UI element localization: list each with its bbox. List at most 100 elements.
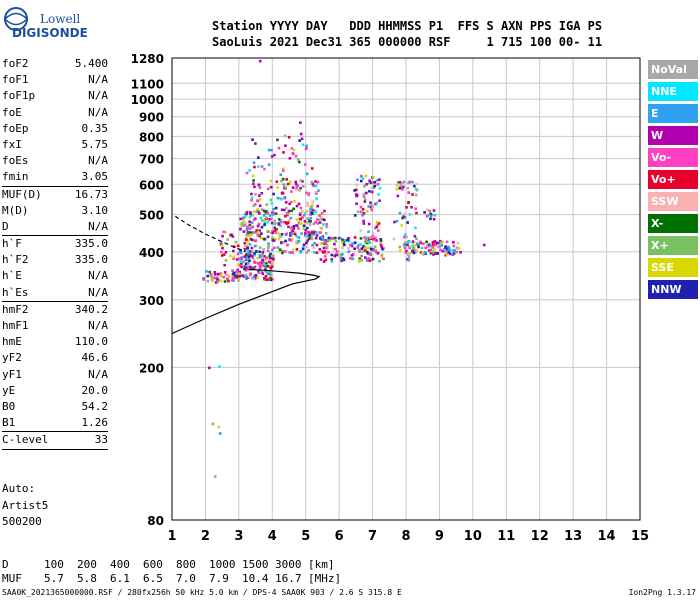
echo-point [412,246,415,250]
echo-point [278,218,281,221]
echo-point [256,262,260,265]
echo-point [223,271,227,274]
echo-point [413,234,417,238]
echo-point [245,171,249,175]
y-tick-label: 300 [139,294,164,308]
echo-point [258,59,262,63]
echo-point [224,250,228,254]
muf-cell: 1500 [242,558,269,571]
echo-point [395,184,399,187]
echo-point [250,213,254,217]
echo-point [253,252,256,255]
param-value: N/A [88,285,108,299]
echo-point [248,227,252,230]
param-name: M(D) [2,203,29,217]
polarization-legend: NoVal NNE E W Vo- Vo+ SSW X- X+ SSE NNW [648,60,698,302]
echo-point [263,167,266,171]
echo-point [257,210,260,213]
echo-point [207,366,211,370]
echo-point [290,226,293,229]
echo-point [274,222,277,225]
echo-point [368,259,372,262]
echo-point [239,217,243,221]
echo-point [319,231,322,234]
echo-point [221,246,224,250]
echo-point [255,250,258,253]
echo-point [256,224,260,228]
echo-point [295,242,299,245]
echo-point [280,179,283,183]
param-value: N/A [88,367,108,381]
echo-point [245,255,249,259]
echo-point [370,208,374,212]
echo-point [440,243,443,247]
echo-point [281,169,285,172]
echo-point [312,222,316,226]
echo-point [247,255,251,259]
echo-point [377,229,380,232]
echo-point [347,247,350,250]
echo-point [361,177,365,180]
echo-point [235,270,239,273]
echo-point [302,224,306,228]
echo-point [304,229,308,232]
echo-point [315,197,318,200]
echo-point [256,199,259,202]
echo-point [396,194,400,198]
header-line1: Station YYYY DAY DDD HHMMSS P1 FFS S AXN… [212,19,603,33]
echo-point [368,241,372,244]
param-row: h`F 335.0 [2,236,108,252]
echo-point [300,232,303,235]
echo-point [445,245,449,248]
echo-point [256,276,259,280]
param-row: M(D) 3.10 [2,203,108,219]
echo-point [247,275,251,279]
echo-point [263,211,267,215]
param-row: foE N/A [2,105,108,121]
echo-point [432,217,436,221]
echo-point [439,248,442,252]
echo-point [240,256,244,259]
legend-item: SSE [648,258,698,277]
echo-point [208,270,212,274]
echo-point [340,259,343,263]
echo-point [310,180,314,184]
echo-point [287,209,291,213]
echo-point [377,222,381,225]
x-tick-label: 2 [201,529,210,544]
echo-point [405,206,408,209]
param-value: N/A [88,319,108,332]
echo-point [371,234,374,238]
echo-point [266,211,270,215]
echo-point [253,258,256,262]
param-name: foE [2,105,22,119]
echo-point [376,178,379,182]
echo-point [263,255,266,258]
echo-point [417,245,420,249]
echo-point [269,261,273,265]
echo-point [309,213,312,216]
echo-point [271,236,274,240]
echo-point [426,244,429,247]
echo-point [351,242,354,245]
echo-point [306,204,310,208]
echo-point [402,180,406,184]
echo-point [257,233,260,237]
echo-point [370,190,374,194]
echo-point [244,269,248,272]
echo-point [284,221,288,224]
echo-point [250,246,254,250]
echo-point [411,193,414,196]
echo-point [280,219,284,222]
echo-point [218,240,222,244]
param-row: hmF2 340.2 [2,302,108,318]
echo-point [307,231,310,234]
echo-point [232,255,236,259]
param-name: h`F2 [2,253,29,267]
echo-point [429,215,433,218]
echo-point [318,221,322,224]
param-value: 16.73 [74,187,108,201]
echo-point [416,242,419,246]
echo-point [220,254,224,257]
echo-point [432,251,436,254]
